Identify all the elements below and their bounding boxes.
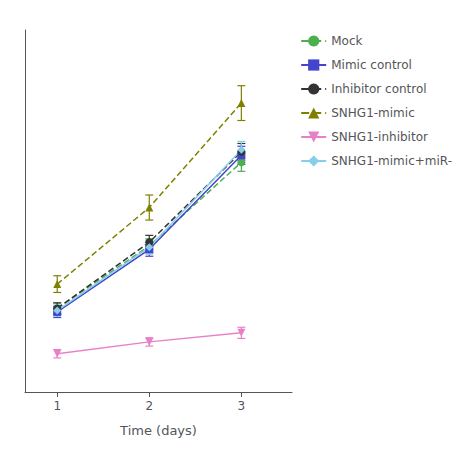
svg-text:SNHG1-inhibitor: SNHG1-inhibitor <box>331 130 428 144</box>
svg-text:SNHG1-mimic: SNHG1-mimic <box>331 106 415 120</box>
svg-text:Mimic control: Mimic control <box>331 58 412 72</box>
svg-text:SNHG1-mimic+miR-: SNHG1-mimic+miR- <box>331 154 452 168</box>
svg-text:1: 1 <box>53 399 61 413</box>
svg-text:Time (days): Time (days) <box>119 423 197 438</box>
svg-text:Inhibitor control: Inhibitor control <box>331 82 426 96</box>
svg-text:2: 2 <box>145 399 153 413</box>
svg-text:Mock: Mock <box>331 34 362 48</box>
svg-text:3: 3 <box>238 399 246 413</box>
